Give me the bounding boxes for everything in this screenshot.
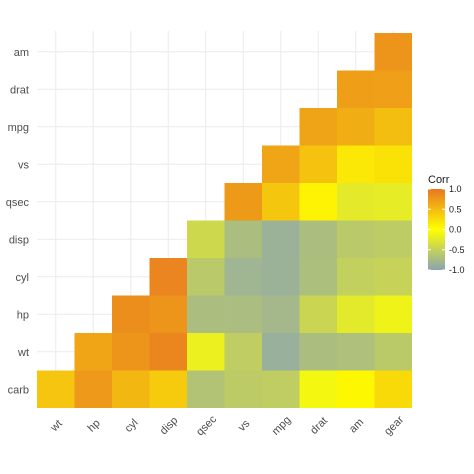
heatmap-cell-qsec-cyl bbox=[187, 258, 225, 296]
x-tick-label-cyl: cyl bbox=[123, 417, 141, 435]
legend-colorbar bbox=[428, 189, 445, 270]
heatmap-cell-mpg-hp bbox=[262, 295, 300, 333]
heatmap-cell-am-hp bbox=[337, 295, 375, 333]
heatmap-cell-qsec-wt bbox=[187, 333, 225, 371]
heatmap-cell-vs-cyl bbox=[224, 258, 262, 296]
y-tick-label-carb: carb bbox=[8, 384, 29, 396]
heatmap-cell-disp-carb bbox=[149, 370, 187, 408]
heatmap-cell-gear-wt bbox=[374, 333, 412, 371]
heatmap-cell-vs-disp bbox=[224, 220, 262, 258]
y-tick-label-am: am bbox=[14, 47, 29, 59]
heatmap-cell-mpg-carb bbox=[262, 370, 300, 408]
heatmap-cell-drat-qsec bbox=[299, 183, 337, 221]
heatmap-cell-am-wt bbox=[337, 333, 375, 371]
heatmap-cell-mpg-cyl bbox=[262, 258, 300, 296]
heatmap-cell-disp-hp bbox=[149, 295, 187, 333]
legend-tick-label: 0.5 bbox=[449, 204, 462, 214]
heatmap-cell-mpg-qsec bbox=[262, 183, 300, 221]
y-tick-label-mpg: mpg bbox=[8, 122, 29, 134]
heatmap-cell-am-vs bbox=[337, 145, 375, 183]
legend-tick-label: -1.0 bbox=[449, 265, 465, 275]
x-tick-label-mpg: mpg bbox=[270, 414, 294, 438]
heatmap-cell-cyl-hp bbox=[112, 295, 150, 333]
heatmap-cell-gear-am bbox=[374, 33, 412, 71]
heatmap-cell-disp-wt bbox=[149, 333, 187, 371]
y-tick-label-drat: drat bbox=[10, 84, 29, 96]
x-tick-label-qsec: qsec bbox=[194, 413, 219, 438]
heatmap-cell-gear-disp bbox=[374, 220, 412, 258]
x-tick-label-vs: vs bbox=[236, 417, 253, 434]
heatmap-cell-vs-qsec bbox=[224, 183, 262, 221]
heatmap-cell-vs-wt bbox=[224, 333, 262, 371]
heatmap-cell-qsec-carb bbox=[187, 370, 225, 408]
x-tick-label-disp: disp bbox=[158, 414, 181, 437]
x-tick-label-gear: gear bbox=[382, 414, 406, 438]
heatmap-cell-mpg-vs bbox=[262, 145, 300, 183]
y-tick-label-cyl: cyl bbox=[16, 272, 29, 284]
x-axis-tick-labels: wt hp cyl disp qsec vs mpg drat am gear bbox=[48, 413, 407, 438]
heatmap-cell-gear-hp bbox=[374, 295, 412, 333]
heatmap-cell-am-drat bbox=[337, 70, 375, 108]
heatmap-cell-gear-vs bbox=[374, 145, 412, 183]
y-axis-tick-labels: carb wt hp cyl disp qsec vs mpg drat am bbox=[6, 47, 30, 397]
heatmap-cell-drat-disp bbox=[299, 220, 337, 258]
heatmap-cell-vs-carb bbox=[224, 370, 262, 408]
x-tick-label-am: am bbox=[347, 416, 366, 435]
heatmap-cell-drat-cyl bbox=[299, 258, 337, 296]
heatmap-cell-cyl-carb bbox=[112, 370, 150, 408]
legend-tick-label: 1.0 bbox=[449, 184, 462, 194]
heatmap-cell-am-mpg bbox=[337, 108, 375, 146]
heatmap-cell-am-cyl bbox=[337, 258, 375, 296]
legend-title: Corr bbox=[428, 174, 450, 186]
heatmap-cell-wt-carb bbox=[37, 370, 75, 408]
legend-tick-label: 0.0 bbox=[449, 225, 462, 235]
heatmap-cell-vs-hp bbox=[224, 295, 262, 333]
heatmap-cell-drat-mpg bbox=[299, 108, 337, 146]
heatmap-cell-drat-vs bbox=[299, 145, 337, 183]
heatmap-cell-gear-mpg bbox=[374, 108, 412, 146]
heatmap-cell-hp-wt bbox=[74, 333, 112, 371]
heatmap-cell-disp-cyl bbox=[149, 258, 187, 296]
heatmap-cell-am-carb bbox=[337, 370, 375, 408]
heatmap-cell-drat-wt bbox=[299, 333, 337, 371]
x-tick-label-hp: hp bbox=[86, 417, 103, 434]
heatmap-cell-mpg-wt bbox=[262, 333, 300, 371]
heatmap-cell-drat-carb bbox=[299, 370, 337, 408]
heatmap-cell-hp-carb bbox=[74, 370, 112, 408]
heatmap-cell-cyl-wt bbox=[112, 333, 150, 371]
legend-tick-label: -0.5 bbox=[449, 245, 465, 255]
heatmap-cell-gear-drat bbox=[374, 70, 412, 108]
heatmap-cells bbox=[37, 33, 412, 408]
heatmap-cell-gear-cyl bbox=[374, 258, 412, 296]
y-tick-label-disp: disp bbox=[9, 234, 29, 246]
x-tick-label-wt: wt bbox=[48, 418, 65, 435]
y-tick-label-hp: hp bbox=[17, 309, 29, 321]
y-tick-label-vs: vs bbox=[18, 159, 30, 171]
heatmap-cell-am-disp bbox=[337, 220, 375, 258]
x-tick-label-drat: drat bbox=[308, 415, 330, 437]
y-tick-label-wt: wt bbox=[17, 347, 29, 359]
legend: Corr 1.0 0.5 0.0 -0.5 -1.0 bbox=[428, 174, 465, 275]
legend-ticks: 1.0 0.5 0.0 -0.5 -1.0 bbox=[428, 184, 465, 275]
heatmap-cell-am-qsec bbox=[337, 183, 375, 221]
heatmap-cell-mpg-disp bbox=[262, 220, 300, 258]
heatmap-cell-drat-hp bbox=[299, 295, 337, 333]
heatmap-cell-qsec-hp bbox=[187, 295, 225, 333]
heatmap-cell-gear-qsec bbox=[374, 183, 412, 221]
y-tick-label-qsec: qsec bbox=[6, 197, 30, 209]
heatmap-cell-qsec-disp bbox=[187, 220, 225, 258]
heatmap-cell-gear-carb bbox=[374, 370, 412, 408]
